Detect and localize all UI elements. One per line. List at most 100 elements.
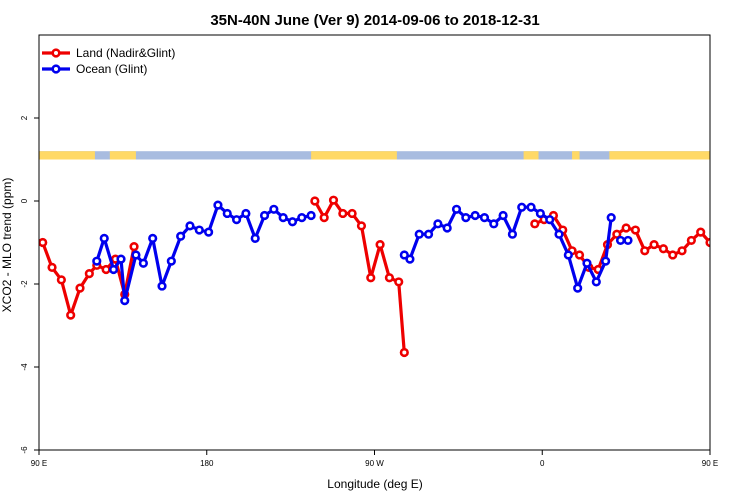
x-tick-label: 90 E	[31, 459, 47, 468]
data-point	[470, 210, 480, 221]
data-point	[716, 264, 723, 271]
data-point	[366, 273, 376, 283]
data-point	[554, 229, 564, 239]
series-line	[403, 205, 613, 290]
land-segment	[109, 151, 136, 160]
data-point	[414, 229, 424, 239]
data-point	[630, 225, 641, 235]
data-point	[498, 210, 508, 221]
x-tick-label: 90 E	[702, 459, 718, 468]
x-tick-label: 0	[540, 459, 545, 468]
data-point	[131, 250, 141, 260]
data-point	[582, 258, 592, 268]
y-tick-label: 2	[20, 115, 29, 120]
data-point	[66, 310, 76, 320]
data-point	[120, 296, 130, 306]
series-ocean	[92, 200, 633, 306]
y-tick-label: -2	[20, 280, 29, 288]
data-point	[166, 256, 176, 266]
legend-marker	[51, 48, 61, 58]
chart-title: 35N-40N June (Ver 9) 2014-09-06 to 2018-…	[210, 12, 539, 29]
data-point	[461, 213, 471, 223]
data-point	[204, 227, 214, 237]
data-point	[99, 233, 109, 243]
data-point	[668, 250, 678, 260]
data-point	[649, 239, 659, 250]
data-point	[612, 229, 622, 239]
data-point	[278, 213, 288, 223]
data-point	[116, 254, 126, 264]
data-point	[705, 237, 710, 248]
data-point	[56, 275, 66, 285]
data-point	[507, 229, 518, 239]
data-point	[606, 213, 616, 223]
data-point	[39, 237, 48, 248]
data-point	[394, 277, 404, 287]
data-point	[259, 210, 270, 221]
data-point	[338, 208, 348, 219]
data-point	[433, 219, 443, 229]
land-ocean-band	[39, 151, 710, 160]
data-point	[157, 281, 167, 291]
data-point	[297, 213, 307, 223]
land-segment	[572, 151, 580, 160]
data-point	[75, 283, 85, 293]
legend-label: Land (Nadir&Glint)	[76, 46, 175, 60]
data-point	[310, 196, 320, 206]
data-point	[269, 204, 279, 214]
data-point	[405, 254, 415, 264]
x-tick-label: 180	[200, 459, 214, 468]
data-point	[677, 246, 687, 256]
data-point	[686, 235, 696, 246]
data-point	[231, 215, 242, 225]
land-segment	[311, 151, 397, 160]
data-point	[319, 213, 329, 223]
data-point	[615, 235, 626, 246]
data-point	[640, 246, 650, 256]
series-layer	[39, 195, 750, 358]
y-tick-label: -4	[20, 363, 29, 371]
data-point	[517, 202, 527, 212]
data-point	[375, 239, 385, 250]
legend-marker	[51, 64, 61, 74]
data-point	[384, 273, 395, 283]
data-point	[241, 208, 251, 219]
data-point	[623, 235, 633, 246]
data-point	[658, 244, 669, 254]
x-tick-label: 90 W	[365, 459, 384, 468]
y-tick-label: -6	[20, 446, 29, 454]
data-point	[92, 256, 102, 266]
legend: Land (Nadir&Glint) Ocean (Glint)	[42, 46, 175, 76]
data-point	[526, 202, 536, 212]
data-point	[573, 283, 583, 293]
data-point	[735, 312, 742, 319]
data-point	[194, 225, 204, 235]
data-point	[399, 250, 409, 260]
x-axis-label: Longitude (deg E)	[327, 477, 422, 491]
data-point	[306, 210, 316, 221]
data-point	[545, 215, 555, 225]
data-point	[563, 250, 573, 260]
data-point	[148, 233, 158, 243]
data-point	[451, 204, 462, 214]
legend-label: Ocean (Glint)	[76, 62, 147, 76]
data-point	[744, 285, 750, 292]
data-point	[356, 221, 367, 231]
data-point	[442, 223, 452, 233]
land-segment	[523, 151, 539, 160]
data-point	[725, 277, 732, 284]
land-segment	[609, 151, 710, 160]
data-point	[489, 219, 499, 229]
data-point	[129, 242, 139, 252]
land-segment	[39, 151, 95, 160]
axes: 90 E 180 90 W 0 90 E-6-4-202	[20, 115, 718, 468]
data-point	[101, 264, 111, 275]
data-point	[479, 213, 490, 223]
data-point	[696, 227, 706, 237]
data-point	[530, 219, 540, 229]
data-point	[213, 200, 223, 210]
series-land	[39, 195, 750, 358]
y-axis-label: XCO2 - MLO trend (ppm)	[0, 178, 14, 313]
data-point	[535, 208, 545, 219]
